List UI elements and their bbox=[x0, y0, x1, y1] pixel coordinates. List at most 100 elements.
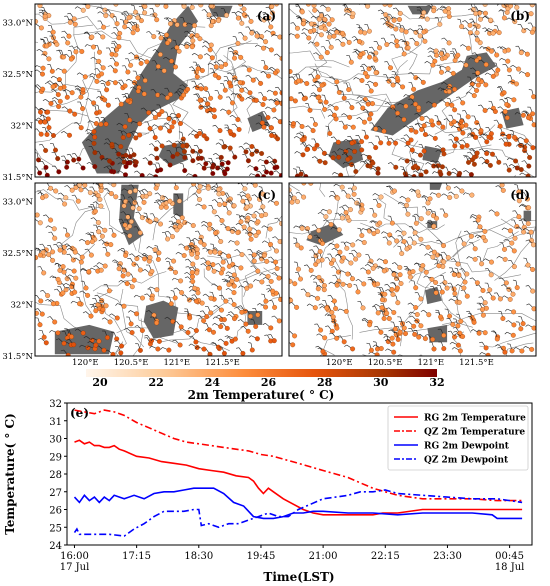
wind-barb-flag bbox=[139, 190, 143, 192]
station-dot bbox=[484, 139, 490, 145]
station-dot bbox=[37, 170, 43, 176]
wind-barb-flag bbox=[369, 220, 373, 223]
wind-barb-flag bbox=[290, 22, 294, 24]
station-dot bbox=[130, 30, 136, 36]
station-dot bbox=[179, 290, 185, 296]
station-dot bbox=[299, 225, 305, 231]
wind-barb-flag bbox=[483, 47, 486, 50]
station-dot bbox=[365, 269, 371, 275]
station-dot bbox=[153, 217, 159, 223]
station-dot bbox=[91, 140, 97, 146]
station-dot bbox=[510, 291, 516, 297]
wind-barb-flag bbox=[324, 153, 328, 157]
station-dot bbox=[114, 61, 119, 67]
station-dot bbox=[180, 143, 186, 149]
wind-barb-flag bbox=[115, 303, 118, 306]
station-dot bbox=[53, 188, 59, 194]
station-dot bbox=[468, 172, 474, 177]
latitude-tick-label: 33.0°N bbox=[2, 198, 33, 208]
wind-barb-flag bbox=[478, 104, 482, 106]
wind-barb-flag bbox=[457, 60, 461, 63]
wind-barb-flag bbox=[206, 249, 209, 252]
station-dot bbox=[472, 256, 478, 262]
wind-barb-flag bbox=[121, 12, 125, 15]
station-dot bbox=[167, 92, 173, 97]
station-dot bbox=[208, 249, 213, 255]
x-axis-label: Time(LST) bbox=[263, 570, 334, 584]
wind-barb-flag bbox=[111, 32, 115, 34]
wind-barb-flag bbox=[74, 87, 78, 90]
station-dot bbox=[520, 321, 526, 327]
longitude-tick-label: 121.5°E bbox=[459, 358, 494, 368]
station-dot bbox=[490, 30, 496, 36]
station-dot bbox=[262, 96, 268, 102]
station-dot bbox=[368, 88, 374, 94]
station-dot bbox=[397, 265, 403, 270]
station-dot bbox=[339, 215, 345, 221]
wind-barb-flag bbox=[334, 28, 337, 32]
wind-barb-flag bbox=[188, 343, 192, 347]
station-dot bbox=[268, 170, 274, 176]
station-dot bbox=[201, 242, 207, 248]
wind-barb-flag bbox=[211, 71, 215, 74]
station-dot bbox=[212, 72, 218, 78]
wind-barb-flag bbox=[377, 266, 381, 269]
wind-barb-flag bbox=[192, 193, 196, 195]
station-dot bbox=[217, 202, 223, 208]
wind-barb-flag bbox=[367, 276, 371, 278]
wind-barb-flag bbox=[191, 294, 195, 296]
wind-barb-flag bbox=[201, 45, 205, 48]
wind-barb-flag bbox=[184, 41, 187, 44]
station-markers bbox=[289, 4, 536, 177]
station-dot bbox=[217, 94, 223, 100]
wind-barb-flag bbox=[328, 281, 332, 285]
station-dot bbox=[226, 109, 232, 115]
station-dot bbox=[373, 81, 379, 87]
wind-barb-flag bbox=[112, 15, 116, 17]
wind-barb-flag bbox=[224, 335, 228, 337]
station-dot bbox=[182, 149, 187, 154]
station-dot bbox=[379, 305, 385, 311]
station-dot bbox=[330, 155, 336, 161]
wind-barb-flag bbox=[193, 93, 197, 95]
station-dot bbox=[527, 155, 533, 160]
station-dot bbox=[513, 158, 519, 164]
wind-barb-flag bbox=[289, 76, 293, 78]
station-dot bbox=[508, 4, 514, 9]
station-dot bbox=[155, 256, 161, 262]
station-dot bbox=[329, 17, 335, 23]
station-dot bbox=[241, 12, 247, 17]
wind-barb-flag bbox=[227, 47, 231, 50]
station-dot bbox=[292, 98, 298, 104]
station-dot bbox=[137, 347, 143, 353]
wind-barb-flag bbox=[118, 280, 122, 283]
wind-barb-flag bbox=[245, 74, 249, 77]
colorbar-label: 2m Temperature( ° C) bbox=[188, 388, 335, 402]
y-tick-label: 28 bbox=[49, 470, 62, 481]
station-dot bbox=[218, 239, 224, 244]
wind-barb-flag bbox=[73, 184, 77, 187]
wind-barb-flag bbox=[335, 254, 338, 257]
wind-barb-flag bbox=[267, 256, 272, 259]
station-dot bbox=[45, 109, 51, 115]
station-dot bbox=[249, 30, 255, 36]
wind-barb-flag bbox=[515, 144, 519, 147]
station-dot bbox=[343, 210, 349, 215]
station-dot bbox=[60, 264, 66, 270]
wind-barb-flag bbox=[226, 313, 230, 317]
station-dot bbox=[516, 214, 522, 220]
station-dot bbox=[294, 173, 300, 177]
legend-entry: RG 2m Dewpoint bbox=[424, 442, 510, 452]
station-dot bbox=[241, 224, 247, 230]
station-dot bbox=[312, 305, 318, 311]
wind-barb-flag bbox=[230, 92, 234, 96]
y-tick-label: 24 bbox=[49, 541, 62, 552]
wind-barb-flag bbox=[399, 195, 403, 199]
station-dot bbox=[147, 191, 153, 197]
wind-barb-flag bbox=[267, 68, 271, 71]
station-dot bbox=[173, 64, 178, 70]
station-dot bbox=[322, 335, 328, 341]
wind-barb-flag bbox=[94, 294, 98, 297]
station-dot bbox=[378, 346, 384, 351]
